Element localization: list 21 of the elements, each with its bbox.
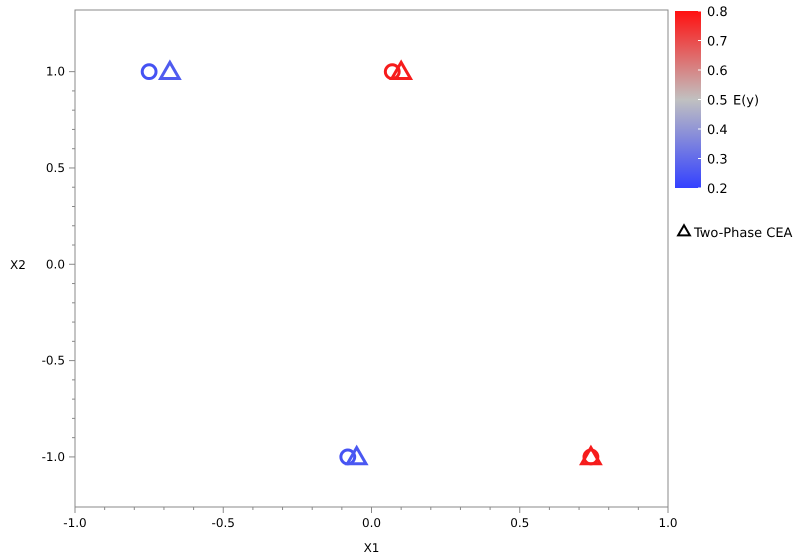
color-bar-label: 0.8 xyxy=(707,5,728,20)
x-tick-label: 1.0 xyxy=(658,516,678,530)
text: Two-Phase CEA xyxy=(693,226,793,241)
color-bar-label: 0.6 xyxy=(707,64,728,79)
y-tick-label: 0.0 xyxy=(46,257,65,272)
x-tick-label: -0.5 xyxy=(212,516,235,530)
color-bar-title: E(y) xyxy=(733,94,760,108)
x-tick-label: 0.0 xyxy=(362,516,382,530)
y-tick-label: -0.5 xyxy=(42,354,65,368)
color-bar-label: 0.7 xyxy=(707,34,728,50)
y-axis-title: X2 xyxy=(10,258,26,272)
y-tick-label: 1.0 xyxy=(46,64,65,79)
color-bar-label: 0.4 xyxy=(707,123,728,138)
x-tick-label: 0.5 xyxy=(510,516,530,530)
y-tick-label: -1.0 xyxy=(42,450,65,464)
y-tick-label: 0.5 xyxy=(46,160,65,175)
x-tick-label: -1.0 xyxy=(63,516,87,530)
x-axis-title: X1 xyxy=(364,541,380,555)
color-bar-label: 0.2 xyxy=(707,182,728,197)
color-bar-label: 0.5 xyxy=(707,94,728,108)
color-bar-label: 0.3 xyxy=(707,152,728,168)
